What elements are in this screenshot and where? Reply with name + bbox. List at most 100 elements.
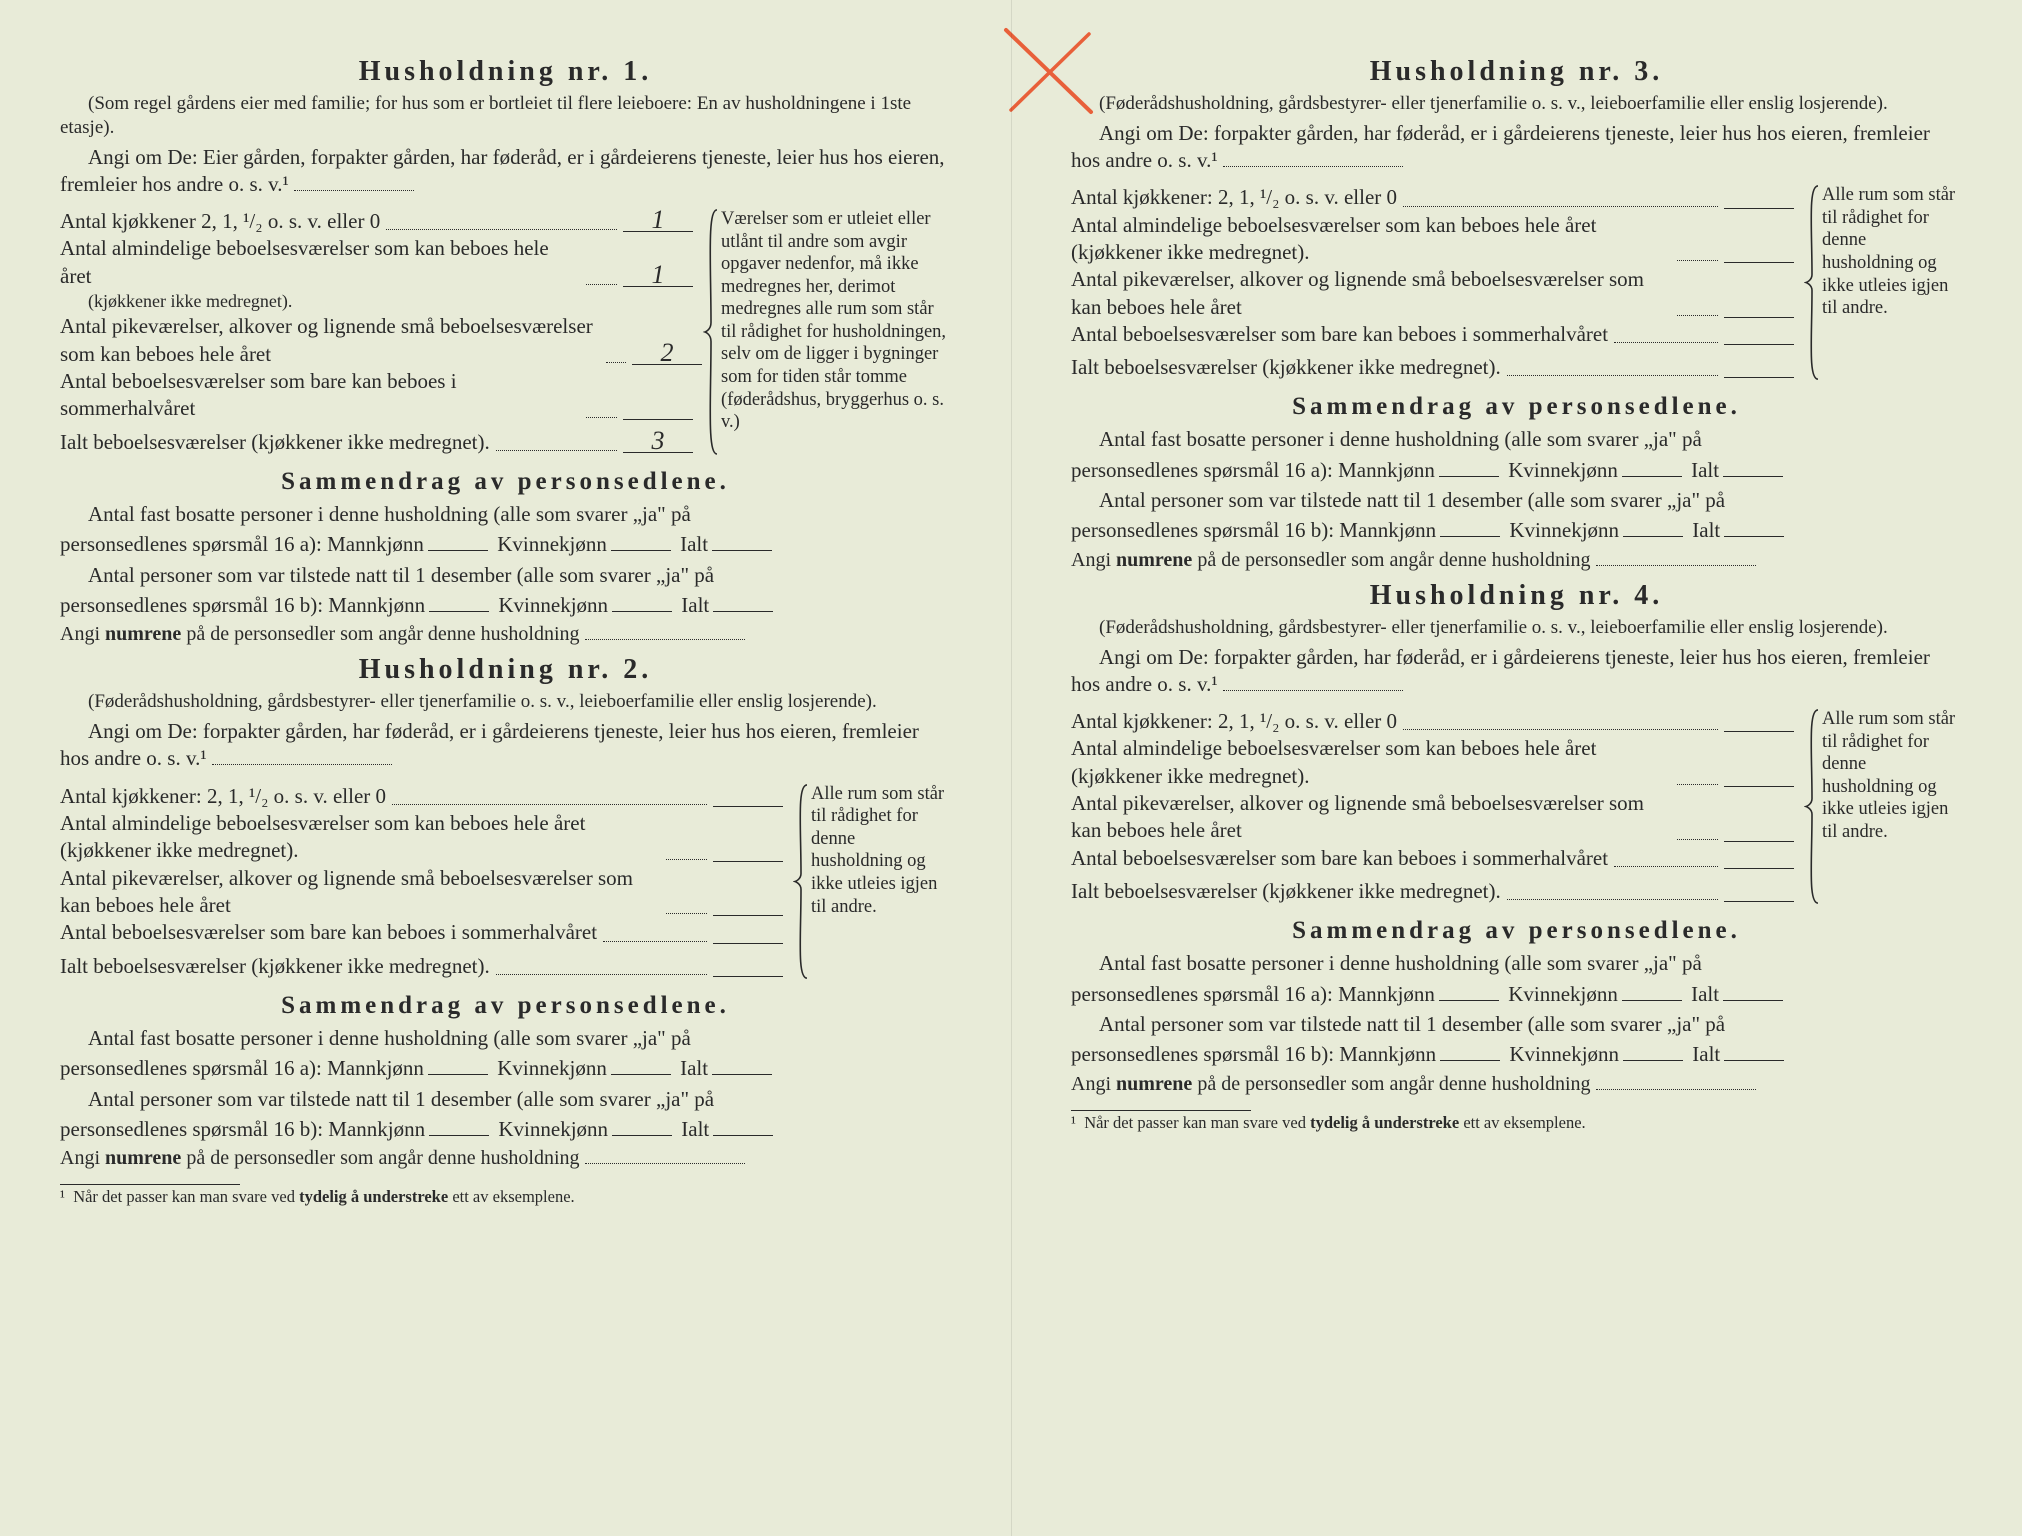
blank[interactable] — [1724, 786, 1794, 787]
l: Antal almindelige beboelsesværelser som … — [1071, 212, 1671, 267]
blank[interactable] — [1724, 262, 1794, 263]
s: Antal fast bosatte personer i denne hush… — [1071, 949, 1962, 977]
blank[interactable] — [713, 1135, 773, 1136]
hh2-summary-title: Sammendrag av personsedlene. — [60, 992, 951, 1020]
hh1-rooms-left: Antal kjøkkener 2, 1, ¹/₂ o. s. v. eller… — [60, 208, 693, 456]
blank[interactable] — [712, 1074, 772, 1075]
blank[interactable] — [713, 943, 783, 944]
blank[interactable] — [1723, 1000, 1783, 1001]
angi-c: på de personsedler som angår denne husho… — [181, 623, 579, 645]
blank[interactable] — [1439, 476, 1499, 477]
l: personsedlenes spørsmål 16 b): Mannkjønn — [1071, 1042, 1436, 1066]
ialt-label: Ialt — [681, 593, 709, 617]
hh3-prompt-text: Angi om De: forpakter gården, har føderå… — [1071, 121, 1930, 172]
s: personsedlenes spørsmål 16 a): Mannkjønn… — [1071, 980, 1962, 1008]
l: Antal pikeværelser, alkover og lignende … — [1071, 266, 1671, 321]
sum2b: personsedlenes spørsmål 16 b): Mannkjønn… — [60, 1115, 951, 1143]
l: Kvinnekjønn — [498, 1117, 608, 1141]
l: Kvinnekjønn — [1509, 1042, 1619, 1066]
blank[interactable] — [1223, 166, 1403, 167]
kv-blank[interactable] — [611, 550, 671, 551]
mann-blank[interactable] — [428, 550, 488, 551]
dots — [586, 284, 617, 285]
blank[interactable] — [1439, 1000, 1499, 1001]
hh4-intro: (Føderådshusholdning, gårdsbestyrer- ell… — [1071, 616, 1962, 640]
blank[interactable] — [713, 861, 783, 862]
blank[interactable] — [1622, 476, 1682, 477]
hh2-prompt-blank[interactable] — [212, 764, 392, 765]
blank[interactable] — [1724, 1060, 1784, 1061]
blank[interactable] — [713, 806, 783, 807]
hh1-title: Husholdning nr. 1. — [60, 56, 951, 88]
blank[interactable] — [1724, 317, 1794, 318]
hh4-prompt: Angi om De: forpakter gården, har føderå… — [1071, 644, 1962, 699]
hh1-total-value[interactable]: 3 — [623, 429, 693, 453]
l: Antal kjøkkener: 2, 1, ¹/₂ o. s. v. elle… — [1071, 184, 1397, 211]
l: personsedlenes spørsmål 16 a): Mannkjønn — [1071, 982, 1435, 1006]
l: Ialt — [1691, 458, 1719, 482]
blank[interactable] — [1623, 1060, 1683, 1061]
l: Kvinnekjønn — [1508, 458, 1618, 482]
blank[interactable] — [1724, 901, 1794, 902]
blank[interactable] — [1623, 536, 1683, 537]
hh2-kitchen: Antal kjøkkener: 2, 1, ¹/₂ o. s. v. elle… — [60, 783, 386, 810]
blank[interactable] — [713, 915, 783, 916]
blank[interactable] — [1724, 344, 1794, 345]
kv-label: Kvinnekjønn — [497, 532, 607, 556]
blank[interactable] — [1723, 476, 1783, 477]
blank[interactable] — [1440, 536, 1500, 537]
hh1-allyear-value[interactable]: 1 — [623, 263, 693, 287]
blank[interactable] — [1724, 868, 1794, 869]
curly-brace-icon — [703, 208, 719, 456]
footnote-right: ¹ Når det passer kan man svare ved tydel… — [1071, 1113, 1962, 1133]
hh4-angi: Angi numrene på de personsedler som angå… — [1071, 1073, 1962, 1096]
blank[interactable] — [1440, 1060, 1500, 1061]
l: personsedlenes spørsmål 16 b): Mannkjønn — [1071, 518, 1436, 542]
l: Ialt beboelsesværelser (kjøkkener ikke m… — [1071, 878, 1501, 905]
c: på de personsedler som angår denne husho… — [181, 1147, 579, 1169]
blank[interactable] — [611, 1074, 671, 1075]
hh1-small-value[interactable]: 2 — [632, 341, 702, 365]
l: Ialt beboelsesværelser (kjøkkener ikke m… — [1071, 354, 1501, 381]
hh1-summer-value[interactable] — [623, 419, 693, 420]
kv-blank[interactable] — [612, 611, 672, 612]
blank[interactable] — [713, 976, 783, 977]
b: numrene — [105, 1147, 181, 1169]
sum2a: Antal personer som var tilstede natt til… — [60, 1085, 951, 1113]
hh2-angi: Angi numrene på de personsedler som angå… — [60, 1147, 951, 1170]
l: personsedlenes spørsmål 16 a): Mannkjønn — [60, 1056, 424, 1080]
angi-blank[interactable] — [585, 639, 745, 640]
blank[interactable] — [1724, 377, 1794, 378]
blank[interactable] — [585, 1163, 745, 1164]
hh1-prompt-blank[interactable] — [294, 190, 414, 191]
blank[interactable] — [1724, 536, 1784, 537]
blank[interactable] — [1724, 841, 1794, 842]
hh1-angi: Angi numrene på de personsedler som angå… — [60, 623, 951, 646]
blank[interactable] — [1596, 565, 1756, 566]
s: Antal fast bosatte personer i denne hush… — [1071, 425, 1962, 453]
ialt-blank[interactable] — [712, 550, 772, 551]
mann-blank[interactable] — [429, 611, 489, 612]
blank[interactable] — [612, 1135, 672, 1136]
blank[interactable] — [428, 1074, 488, 1075]
hh3-rooms-block: Antal kjøkkener: 2, 1, ¹/₂ o. s. v. elle… — [1071, 184, 1962, 381]
blank[interactable] — [1596, 1089, 1756, 1090]
hh1-kitchen-value[interactable]: 1 — [623, 208, 693, 232]
footnote-rule — [60, 1184, 240, 1185]
l: Antal kjøkkener: 2, 1, ¹/₂ o. s. v. elle… — [1071, 708, 1397, 735]
hh1-side-note-text: Værelser som er utleiet eller utlånt til… — [721, 209, 946, 432]
blank[interactable] — [1724, 731, 1794, 732]
blank[interactable] — [1724, 208, 1794, 209]
blank[interactable] — [1223, 690, 1403, 691]
blank[interactable] — [429, 1135, 489, 1136]
blank[interactable] — [1622, 1000, 1682, 1001]
hh1-prompt: Angi om De: Eier gården, forpakter gårde… — [60, 144, 951, 199]
s: personsedlenes spørsmål 16 b): Mannkjønn… — [1071, 1040, 1962, 1068]
ialt-blank[interactable] — [713, 611, 773, 612]
l: Ialt — [1692, 1042, 1720, 1066]
curly-brace-icon — [1804, 708, 1820, 905]
hh2-title: Husholdning nr. 2. — [60, 654, 951, 686]
fn-bold: tydelig å understreke — [1310, 1113, 1459, 1132]
l: Ialt — [1691, 982, 1719, 1006]
curly-brace-icon — [1804, 184, 1820, 381]
